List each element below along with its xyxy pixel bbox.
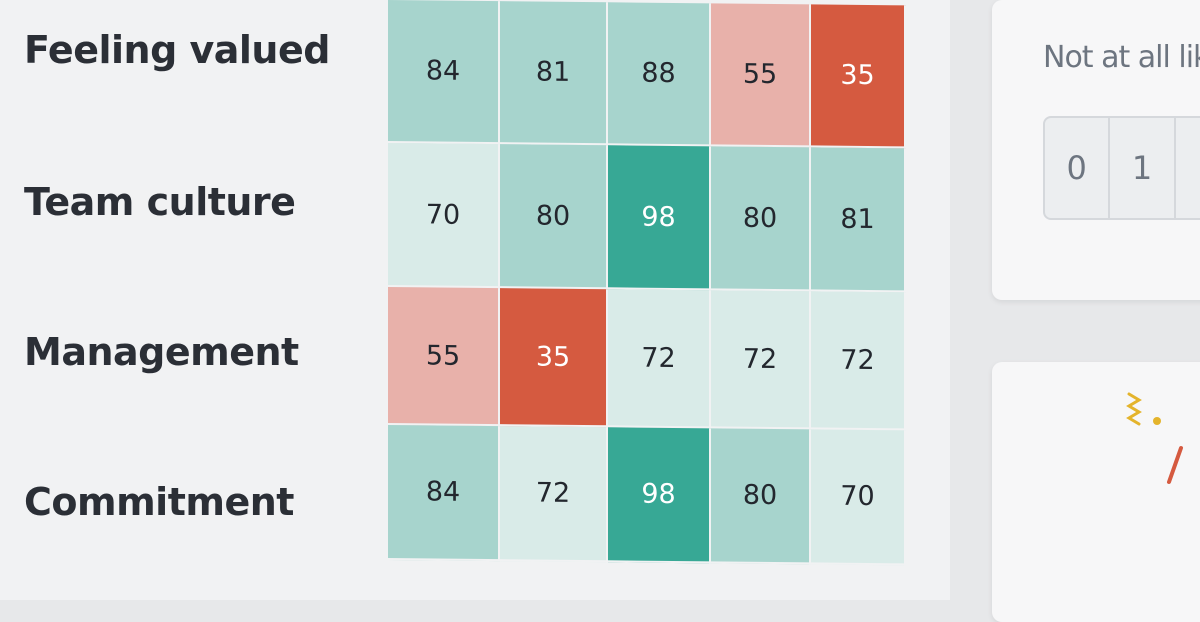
row-label-management: Management [24,330,299,374]
heatmap-panel: Feeling valued Team culture Management C… [24,0,906,566]
scale-caption: Not at all likel [1043,40,1200,75]
row-label-feeling-valued: Feeling valued [24,28,330,72]
row-label-team-culture: Team culture [24,180,296,224]
confetti-dot-icon [1153,417,1161,425]
heatmap-cell: 72 [811,291,906,431]
heatmap-cell: 70 [811,429,906,566]
scale-option-1[interactable]: 1 [1110,118,1176,218]
heatmap-cell: 72 [711,290,811,430]
heatmap-cell: 35 [811,4,906,149]
celebration-card [992,362,1200,622]
heatmap-cell: 55 [388,287,500,427]
confetti-streak-icon [1167,446,1183,484]
heatmap-cell: 80 [500,144,608,290]
heatmap-cell: 81 [500,1,608,146]
heatmap-cell: 81 [811,147,906,293]
heatmap-cell: 80 [711,146,811,292]
heatmap-cell: 72 [500,426,608,563]
heatmap-grid: 84 81 88 55 35 70 80 98 80 81 55 35 72 72 72 84 72 98 80 70 [388,0,906,566]
scale-option-2[interactable] [1176,118,1200,218]
heatmap-cell: 55 [711,3,811,148]
heatmap-cell: 98 [608,427,711,564]
row-label-commitment: Commitment [24,480,294,524]
heatmap-cell: 72 [608,289,711,429]
heatmap-cell: 35 [500,288,608,428]
heatmap-cell: 88 [608,2,711,147]
heatmap-cell: 70 [388,143,500,289]
heatmap-cell: 98 [608,145,711,291]
rating-scale: 0 1 [1043,116,1200,220]
heatmap-cell: 80 [711,428,811,565]
confetti-squiggle-icon [1126,392,1142,426]
heatmap-cell: 84 [388,0,500,145]
heatmap-cell: 84 [388,425,500,562]
scale-option-0[interactable]: 0 [1045,118,1111,218]
